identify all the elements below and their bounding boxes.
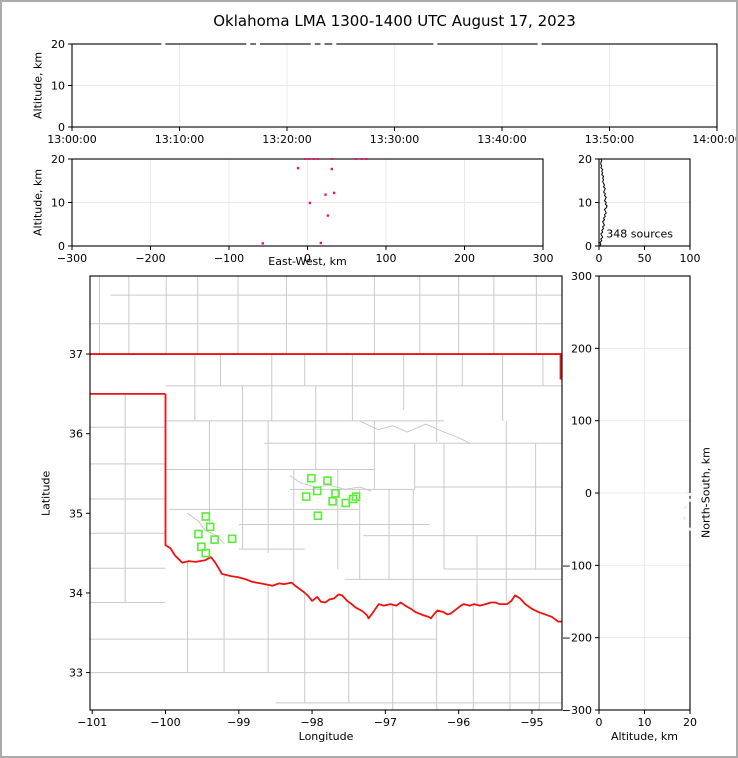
- lma-station-marker: [201, 548, 211, 558]
- map-geography: [90, 276, 562, 710]
- svg-text:20: 20: [578, 153, 592, 166]
- lma-station-marker: [197, 542, 206, 552]
- panel-ew-height: −300 −200 −100 0 100 200 300 0 10 20: [51, 153, 554, 265]
- map-ylabel: Latitude: [39, 470, 53, 516]
- svg-text:13:20:00: 13:20:00: [262, 133, 311, 146]
- panel-plan-view-map: −101 −100 −99 −98 −97 −96 −95 33 34 35 36 37: [69, 275, 563, 729]
- ns-panel-right-label: North-South, km: [699, 447, 713, 539]
- lma-station-marker: [312, 486, 322, 496]
- svg-text:−300: −300: [562, 704, 592, 717]
- svg-text:34: 34: [69, 587, 83, 600]
- svg-text:−200: −200: [562, 632, 592, 645]
- lma-station-marker: [341, 498, 351, 508]
- svg-text:33: 33: [69, 667, 83, 680]
- svg-text:200: 200: [571, 342, 592, 355]
- svg-text:36: 36: [69, 428, 83, 441]
- svg-text:14:00:00: 14:00:00: [692, 133, 738, 146]
- svg-text:0: 0: [596, 716, 603, 729]
- svg-text:300: 300: [571, 270, 592, 283]
- svg-text:−101: −101: [77, 716, 107, 729]
- lma-station-marker: [201, 512, 211, 521]
- lma-station-marker: [301, 492, 311, 501]
- svg-text:10: 10: [638, 716, 652, 729]
- panel-altitude-histogram: 0 50 100 0 10 20 348 sources: [578, 153, 701, 265]
- ns-panel-xlabel: Altitude, km: [610, 730, 679, 743]
- svg-text:0: 0: [585, 487, 592, 500]
- svg-text:13:00:00: 13:00:00: [47, 133, 96, 146]
- svg-text:−98: −98: [300, 716, 323, 729]
- svg-text:−100: −100: [562, 559, 592, 572]
- svg-text:−300: −300: [57, 252, 87, 265]
- svg-text:−100: −100: [150, 716, 180, 729]
- lma-station-marker: [205, 522, 215, 532]
- lma-station-marker: [227, 534, 237, 544]
- svg-text:0: 0: [304, 252, 311, 265]
- figure-title: Oklahoma LMA 1300-1400 UTC August 17, 20…: [213, 12, 576, 30]
- lma-station-marker: [323, 476, 332, 485]
- svg-text:13:50:00: 13:50:00: [585, 133, 634, 146]
- svg-text:35: 35: [69, 507, 83, 520]
- svg-text:20: 20: [683, 716, 697, 729]
- ew-panel-ylabel: Altitude, km: [31, 168, 45, 237]
- lma-station-marker: [210, 535, 219, 544]
- svg-text:50: 50: [638, 252, 652, 265]
- svg-text:0: 0: [58, 240, 65, 253]
- lma-station-marker: [328, 497, 337, 506]
- panel-ns-height: 0 10 20 300 200 100 0 −100 −200 −300: [562, 270, 697, 729]
- svg-text:20: 20: [51, 153, 65, 166]
- svg-text:−97: −97: [374, 716, 397, 729]
- lma-station-marker: [351, 492, 361, 501]
- svg-text:10: 10: [51, 80, 65, 93]
- map-xlabel: Longitude: [298, 730, 354, 743]
- svg-text:10: 10: [51, 197, 65, 210]
- lma-station-marker: [313, 511, 323, 520]
- svg-text:100: 100: [376, 252, 397, 265]
- svg-text:37: 37: [69, 348, 83, 361]
- svg-text:13:40:00: 13:40:00: [477, 133, 526, 146]
- source-count-label: 348 sources: [606, 227, 673, 240]
- svg-text:0: 0: [585, 240, 592, 253]
- svg-text:300: 300: [533, 252, 554, 265]
- ew-panel-xlabel: East-West, km: [268, 255, 347, 268]
- time-panel-ylabel: Altitude, km: [31, 51, 45, 120]
- svg-text:−200: −200: [135, 252, 165, 265]
- svg-text:−95: −95: [520, 716, 543, 729]
- svg-text:13:30:00: 13:30:00: [370, 133, 419, 146]
- svg-text:13:10:00: 13:10:00: [155, 133, 204, 146]
- lma-station-marker: [331, 489, 340, 498]
- panel-time-height: 13:00:00 13:10:00 13:20:00 13:30:00 13:40:00…: [47, 38, 738, 146]
- svg-text:100: 100: [571, 415, 592, 428]
- svg-text:0: 0: [596, 252, 603, 265]
- svg-text:0: 0: [58, 121, 65, 134]
- svg-text:20: 20: [51, 38, 65, 51]
- svg-text:−100: −100: [214, 252, 244, 265]
- lma-station-marker: [307, 473, 316, 483]
- svg-text:100: 100: [680, 252, 701, 265]
- svg-text:10: 10: [578, 197, 592, 210]
- svg-text:−96: −96: [447, 716, 470, 729]
- svg-text:200: 200: [454, 252, 475, 265]
- lma-station-marker: [194, 529, 203, 539]
- svg-text:−99: −99: [227, 716, 250, 729]
